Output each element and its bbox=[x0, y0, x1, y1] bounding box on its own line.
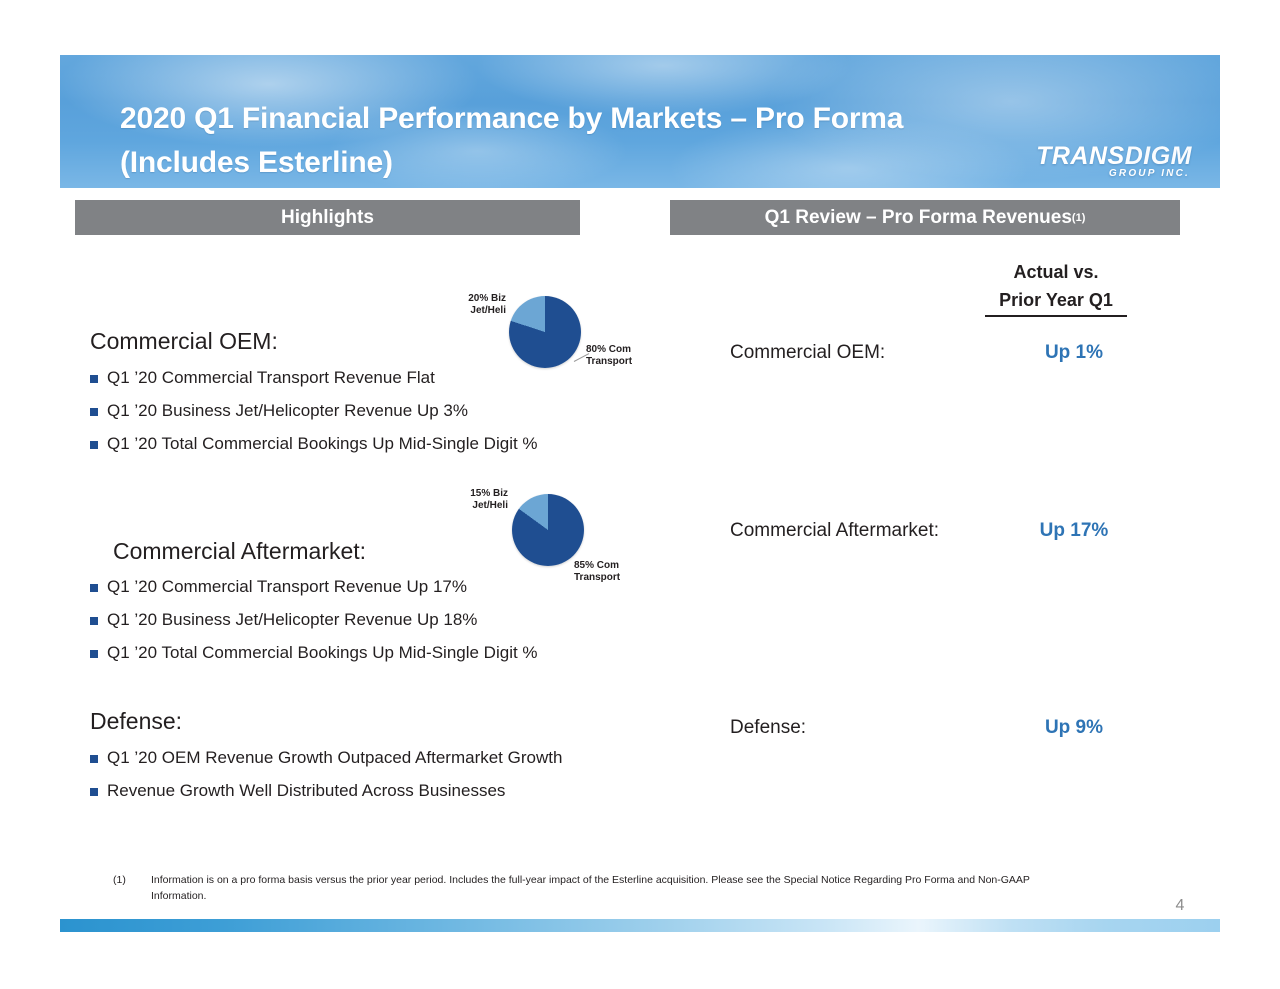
list-item: Q1 ’20 Business Jet/Helicopter Revenue U… bbox=[90, 610, 477, 630]
footer-accent-bar bbox=[60, 919, 1220, 932]
table-row-label: Commercial OEM: bbox=[730, 342, 886, 363]
section-header-q1-review-label: Q1 Review – Pro Forma Revenues bbox=[764, 206, 1072, 228]
bullet-square-icon bbox=[90, 650, 98, 658]
list-item: Q1 ’20 Total Commercial Bookings Up Mid-… bbox=[90, 643, 538, 663]
list-item: Revenue Growth Well Distributed Across B… bbox=[90, 781, 505, 801]
page-number: 4 bbox=[1175, 897, 1185, 914]
table-row-value: Up 17% bbox=[1039, 520, 1109, 541]
pie-slice-label-biz-jet-heli: 15% Biz Jet/Heli bbox=[470, 488, 508, 511]
list-item: Q1 ’20 OEM Revenue Growth Outpaced After… bbox=[90, 748, 562, 768]
page-title: 2020 Q1 Financial Performance by Markets… bbox=[120, 102, 904, 179]
table-column-header-actual-vs-prior-year: Actual vs. Prior Year Q1 bbox=[985, 258, 1127, 317]
logo-wordmark: TRANSDIGM bbox=[1036, 143, 1192, 169]
list-item-label: Q1 ’20 Business Jet/Helicopter Revenue U… bbox=[107, 401, 468, 420]
logo-tagline: GROUP INC. bbox=[1108, 168, 1190, 179]
pie-slice-label-com-transport: 85% Com Transport bbox=[574, 560, 621, 583]
bullet-square-icon bbox=[90, 755, 98, 763]
pie-chart-commercial-oem: 20% Biz Jet/Heli 80% Com Transport bbox=[440, 280, 670, 395]
list-item: Q1 ’20 Commercial Transport Revenue Up 1… bbox=[90, 577, 467, 597]
pie-chart-graphic bbox=[512, 494, 584, 566]
footnote-marker: (1) bbox=[113, 874, 126, 886]
table-row-label: Defense: bbox=[730, 717, 807, 738]
bullet-square-icon bbox=[90, 408, 98, 416]
logo-wordmark-part2: DIGM bbox=[1124, 142, 1192, 170]
list-item-label: Q1 ’20 Commercial Transport Revenue Up 1… bbox=[107, 577, 467, 596]
section-header-highlights: Highlights bbox=[75, 200, 580, 235]
list-item-label: Q1 ’20 Commercial Transport Revenue Flat bbox=[107, 368, 435, 387]
highlights-heading-commercial-oem: Commercial OEM: bbox=[90, 328, 278, 354]
highlights-heading-defense: Defense: bbox=[90, 708, 183, 734]
table-row-value: Up 1% bbox=[1044, 342, 1104, 363]
section-header-q1-review: Q1 Review – Pro Forma Revenues (1) bbox=[670, 200, 1180, 235]
table-row: Commercial Aftermarket: Up 17% bbox=[730, 520, 1150, 542]
bullet-square-icon bbox=[90, 441, 98, 449]
section-header-highlights-label: Highlights bbox=[281, 206, 374, 228]
title-banner: 2020 Q1 Financial Performance by Markets… bbox=[60, 55, 1220, 188]
list-item: Q1 ’20 Total Commercial Bookings Up Mid-… bbox=[90, 434, 538, 454]
list-item-label: Q1 ’20 OEM Revenue Growth Outpaced After… bbox=[107, 748, 563, 767]
pie-slice-label-biz-jet-heli: 20% Biz Jet/Heli bbox=[468, 293, 506, 316]
list-item-label: Q1 ’20 Total Commercial Bookings Up Mid-… bbox=[107, 434, 538, 453]
table-row-value: Up 9% bbox=[1044, 717, 1104, 738]
list-item-label: Revenue Growth Well Distributed Across B… bbox=[107, 781, 506, 800]
bullet-square-icon bbox=[90, 375, 98, 383]
footnote-superscript: (1) bbox=[1071, 211, 1086, 224]
highlights-heading-commercial-aftermarket: Commercial Aftermarket: bbox=[113, 538, 367, 564]
list-item-label: Q1 ’20 Business Jet/Helicopter Revenue U… bbox=[107, 610, 478, 629]
bullet-square-icon bbox=[90, 788, 98, 796]
pie-chart-graphic bbox=[509, 296, 581, 368]
bullet-square-icon bbox=[90, 584, 98, 592]
footnote: (1) Information is on a pro forma basis … bbox=[113, 872, 1073, 904]
pie-chart-commercial-aftermarket: 15% Biz Jet/Heli 85% Com Transport bbox=[440, 478, 670, 596]
footnote-text: Information is on a pro forma basis vers… bbox=[151, 874, 1030, 902]
transdigm-logo: TRANSDIGM GROUP INC. bbox=[1036, 143, 1192, 180]
bullet-square-icon bbox=[90, 617, 98, 625]
table-row: Defense: Up 9% bbox=[730, 717, 1150, 739]
list-item: Q1 ’20 Business Jet/Helicopter Revenue U… bbox=[90, 401, 468, 421]
table-row: Commercial OEM: Up 1% bbox=[730, 342, 1150, 364]
table-row-label: Commercial Aftermarket: bbox=[730, 520, 940, 541]
list-item-label: Q1 ’20 Total Commercial Bookings Up Mid-… bbox=[107, 643, 538, 662]
logo-wordmark-part1: TRANS bbox=[1036, 142, 1125, 170]
list-item: Q1 ’20 Commercial Transport Revenue Flat bbox=[90, 368, 435, 388]
pie-slice-label-com-transport: 80% Com Transport bbox=[586, 344, 633, 367]
